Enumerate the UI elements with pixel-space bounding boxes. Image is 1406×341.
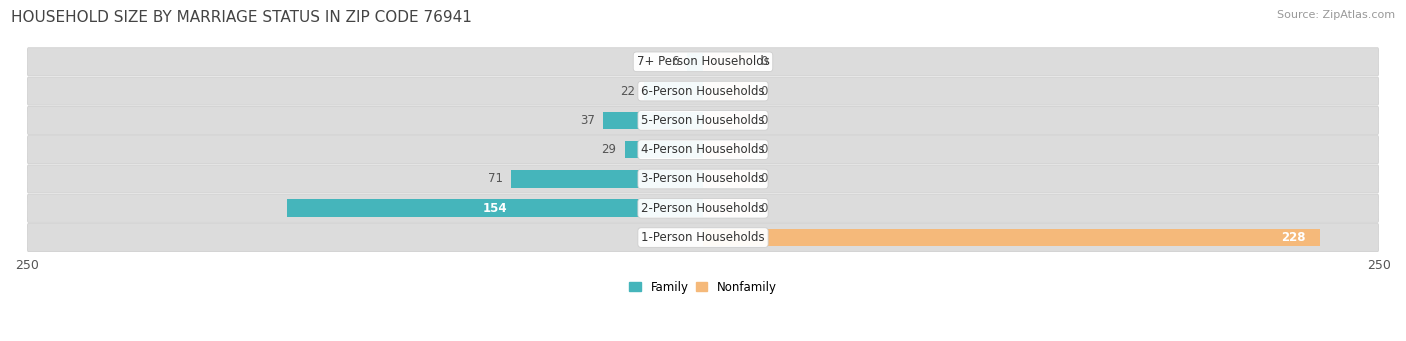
- FancyBboxPatch shape: [27, 48, 1379, 76]
- Text: Source: ZipAtlas.com: Source: ZipAtlas.com: [1277, 10, 1395, 20]
- Bar: [703, 170, 752, 188]
- Text: 22: 22: [620, 85, 636, 98]
- Legend: Family, Nonfamily: Family, Nonfamily: [630, 281, 776, 294]
- Text: 6: 6: [671, 55, 679, 68]
- Text: 1-Person Households: 1-Person Households: [641, 231, 765, 244]
- Bar: [703, 199, 752, 217]
- Text: 29: 29: [602, 143, 616, 156]
- Text: 0: 0: [759, 173, 768, 186]
- Text: 0: 0: [759, 114, 768, 127]
- Text: HOUSEHOLD SIZE BY MARRIAGE STATUS IN ZIP CODE 76941: HOUSEHOLD SIZE BY MARRIAGE STATUS IN ZIP…: [11, 10, 472, 25]
- Text: 228: 228: [1281, 231, 1306, 244]
- Text: 154: 154: [482, 202, 508, 215]
- Bar: [287, 199, 703, 217]
- Bar: [510, 170, 703, 188]
- Text: 0: 0: [759, 143, 768, 156]
- Bar: [703, 141, 752, 159]
- Bar: [703, 53, 752, 71]
- Text: 37: 37: [579, 114, 595, 127]
- Bar: [644, 82, 703, 100]
- FancyBboxPatch shape: [27, 77, 1379, 105]
- FancyBboxPatch shape: [27, 194, 1379, 222]
- Text: 5-Person Households: 5-Person Households: [641, 114, 765, 127]
- Text: 3-Person Households: 3-Person Households: [641, 173, 765, 186]
- Bar: [703, 229, 1320, 246]
- FancyBboxPatch shape: [27, 136, 1379, 164]
- FancyBboxPatch shape: [27, 165, 1379, 193]
- Text: 4-Person Households: 4-Person Households: [641, 143, 765, 156]
- Text: 0: 0: [759, 55, 768, 68]
- Bar: [703, 82, 752, 100]
- Text: 7+ Person Households: 7+ Person Households: [637, 55, 769, 68]
- Bar: [686, 53, 703, 71]
- Text: 71: 71: [488, 173, 503, 186]
- Bar: [624, 141, 703, 159]
- Bar: [603, 112, 703, 129]
- Text: 6-Person Households: 6-Person Households: [641, 85, 765, 98]
- FancyBboxPatch shape: [27, 106, 1379, 134]
- Text: 0: 0: [759, 85, 768, 98]
- FancyBboxPatch shape: [27, 223, 1379, 252]
- Bar: [703, 112, 752, 129]
- Text: 2-Person Households: 2-Person Households: [641, 202, 765, 215]
- Text: 0: 0: [759, 202, 768, 215]
